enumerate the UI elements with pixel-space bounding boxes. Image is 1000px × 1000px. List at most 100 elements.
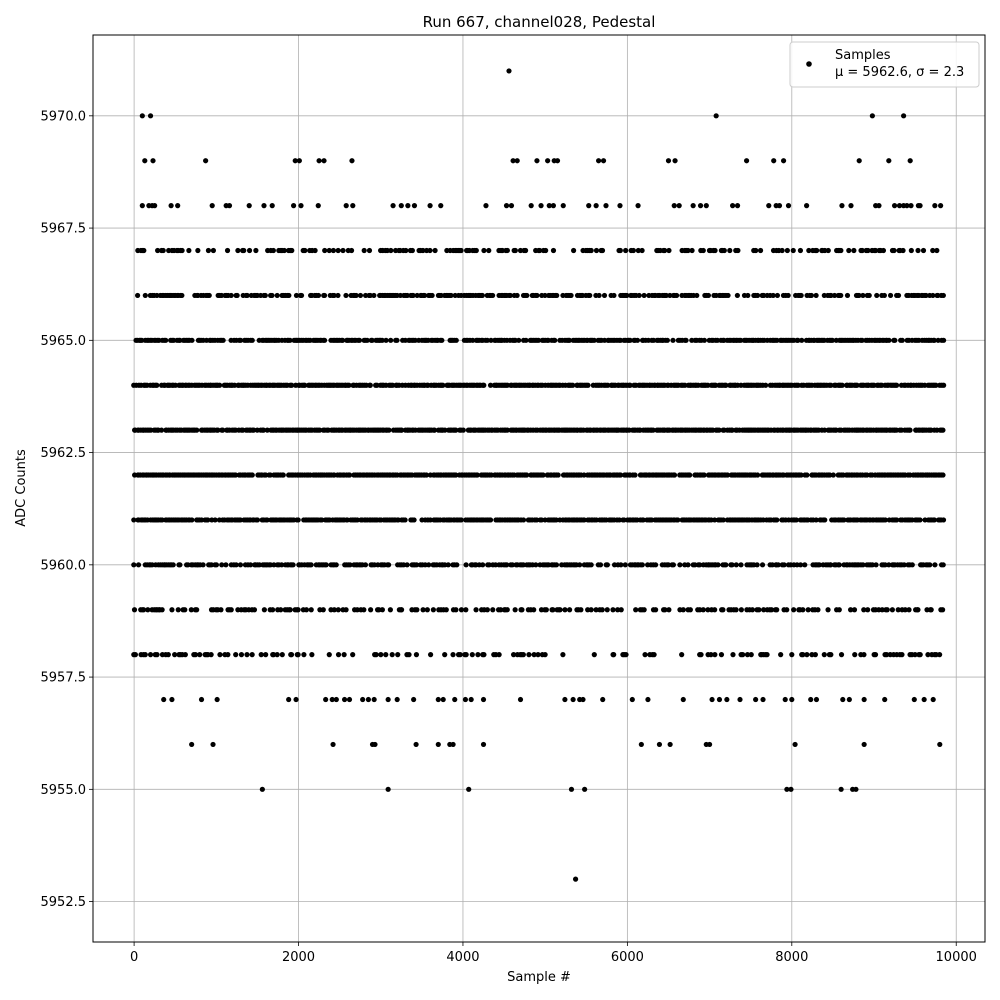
data-point: [142, 158, 148, 164]
data-point: [872, 247, 879, 254]
data-point: [593, 607, 599, 613]
data-point: [526, 652, 532, 658]
data-point: [205, 247, 212, 254]
data-point: [712, 607, 718, 613]
data-point: [349, 158, 355, 164]
data-point: [593, 247, 600, 254]
data-point: [617, 247, 623, 254]
data-point: [581, 517, 587, 523]
data-point: [582, 786, 588, 792]
data-point: [838, 652, 845, 658]
data-point: [907, 427, 913, 433]
data-point: [603, 203, 609, 209]
data-point: [697, 562, 703, 568]
data-point: [723, 382, 729, 388]
data-point: [427, 203, 433, 209]
data-point: [251, 607, 258, 613]
data-point: [369, 337, 375, 343]
data-point: [315, 203, 321, 209]
data-point: [798, 472, 804, 478]
data-point: [638, 741, 644, 748]
data-point: [312, 247, 318, 254]
data-point: [838, 786, 844, 792]
data-point: [709, 696, 715, 703]
data-point: [361, 607, 367, 613]
data-point: [487, 382, 494, 388]
data-point: [135, 562, 142, 568]
data-point: [821, 652, 827, 658]
data-point: [872, 652, 879, 658]
data-point: [766, 203, 772, 209]
data-point: [389, 652, 395, 658]
data-point: [886, 337, 892, 343]
data-point: [411, 517, 417, 523]
data-point: [815, 607, 821, 613]
data-point: [228, 292, 234, 299]
data-point: [214, 696, 220, 703]
data-point: [712, 517, 718, 523]
data-point: [671, 472, 678, 478]
data-point: [797, 247, 804, 254]
data-point: [295, 652, 301, 658]
data-point: [588, 607, 594, 613]
data-point: [435, 696, 441, 703]
data-point: [861, 696, 867, 703]
data-point: [262, 292, 268, 299]
data-point: [891, 247, 897, 254]
data-point: [535, 652, 541, 658]
data-point: [934, 247, 940, 254]
data-point: [413, 652, 420, 658]
data-point: [724, 696, 730, 703]
data-point: [293, 696, 299, 703]
data-point: [901, 562, 907, 568]
data-point: [427, 247, 433, 254]
data-point: [398, 607, 405, 613]
data-point: [687, 472, 693, 478]
data-point: [480, 741, 487, 748]
data-point: [450, 741, 456, 748]
data-point: [909, 562, 915, 568]
data-point: [238, 337, 244, 343]
data-point: [931, 517, 938, 523]
data-point: [876, 203, 882, 209]
data-point: [409, 247, 415, 254]
data-point: [802, 562, 808, 568]
data-point: [209, 203, 215, 209]
data-point: [372, 741, 378, 748]
data-point: [906, 607, 912, 613]
data-point: [618, 607, 624, 613]
data-point: [618, 472, 624, 478]
data-point: [516, 337, 522, 343]
data-point: [568, 786, 575, 792]
data-point: [354, 517, 360, 523]
data-point: [298, 292, 305, 299]
data-point: [206, 292, 212, 299]
data-point: [716, 427, 722, 433]
data-point: [679, 652, 685, 658]
data-point: [260, 427, 267, 433]
data-point: [641, 292, 647, 299]
data-point: [210, 741, 216, 748]
data-point: [925, 652, 931, 658]
data-point: [930, 292, 936, 299]
data-point: [881, 292, 887, 299]
data-point: [519, 607, 525, 613]
data-point: [577, 562, 583, 568]
data-point: [784, 786, 790, 792]
data-point: [623, 247, 629, 254]
data-point: [147, 652, 154, 658]
data-point: [435, 741, 441, 748]
legend-entry-label: Samples: [835, 48, 891, 63]
data-point: [287, 607, 293, 613]
data-point: [782, 696, 788, 703]
data-point: [454, 562, 460, 568]
data-point: [848, 203, 854, 209]
data-point: [604, 607, 610, 613]
data-point: [479, 292, 485, 299]
data-point: [788, 786, 794, 792]
data-point: [865, 607, 871, 613]
data-point: [680, 607, 686, 613]
data-point: [887, 292, 894, 299]
data-point: [734, 292, 740, 299]
data-point: [701, 472, 707, 478]
